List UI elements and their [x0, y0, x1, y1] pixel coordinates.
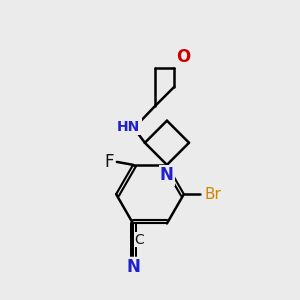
Text: C: C	[135, 233, 144, 247]
Text: F: F	[104, 153, 114, 171]
Text: N: N	[160, 166, 174, 184]
Text: N: N	[126, 258, 140, 276]
Text: O: O	[176, 48, 190, 66]
Text: Br: Br	[205, 187, 221, 202]
Text: HN: HN	[117, 120, 140, 134]
